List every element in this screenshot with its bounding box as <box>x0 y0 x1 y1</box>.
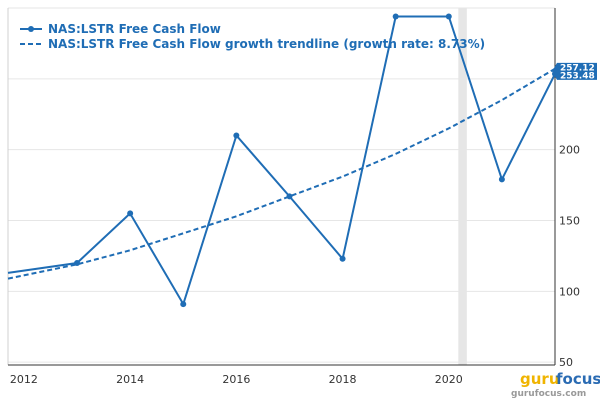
watermark-logo-focus: focus <box>556 370 600 388</box>
data-point-6 <box>339 255 346 262</box>
watermark-logo-guru: guru <box>520 370 560 388</box>
highlight-band-layer <box>458 8 467 365</box>
legend-label-trendline: NAS:LSTR Free Cash Flow growth trendline… <box>48 37 485 51</box>
data-point-8 <box>445 13 452 20</box>
last-value-flag-free-cash-flow: 253.48 <box>560 71 595 81</box>
y-tick-label-2: 150 <box>559 215 580 228</box>
x-tick-labels: 2012 2014 2016 2018 2020 <box>10 373 463 386</box>
watermark-url: gurufocus.com <box>511 389 586 399</box>
x-tick-label-3: 2018 <box>329 373 357 386</box>
gurufocus-watermark: guru focus gurufocus.com <box>511 370 600 399</box>
highlight-band <box>458 8 467 365</box>
legend-marker-icon <box>28 26 34 32</box>
data-point-2 <box>127 210 134 217</box>
data-point-7 <box>392 13 399 20</box>
data-point-9 <box>498 176 505 183</box>
trendline-series-line <box>7 67 556 280</box>
x-tick-label-1: 2014 <box>116 373 144 386</box>
data-point-5 <box>286 193 293 200</box>
data-point-3 <box>180 301 187 308</box>
y-tick-label-1: 100 <box>559 285 580 298</box>
data-point-4 <box>233 132 240 139</box>
gridlines <box>8 7 555 363</box>
x-tick-label-4: 2020 <box>435 373 463 386</box>
legend: NAS:LSTR Free Cash Flow NAS:LSTR Free Ca… <box>20 22 485 51</box>
x-tick-label-0: 2012 <box>10 373 38 386</box>
legend-label-free-cash-flow: NAS:LSTR Free Cash Flow <box>48 22 221 36</box>
last-value-flag-box <box>552 62 597 80</box>
last-value-flag-trendline: 257.12 <box>560 63 595 73</box>
x-tick-label-2: 2016 <box>222 373 250 386</box>
y-tick-label-3: 200 <box>559 144 580 157</box>
y-tick-label-0: 50 <box>559 356 573 369</box>
data-point-1 <box>74 260 81 266</box>
y-tick-labels: 50 100 150 200 <box>559 144 580 369</box>
